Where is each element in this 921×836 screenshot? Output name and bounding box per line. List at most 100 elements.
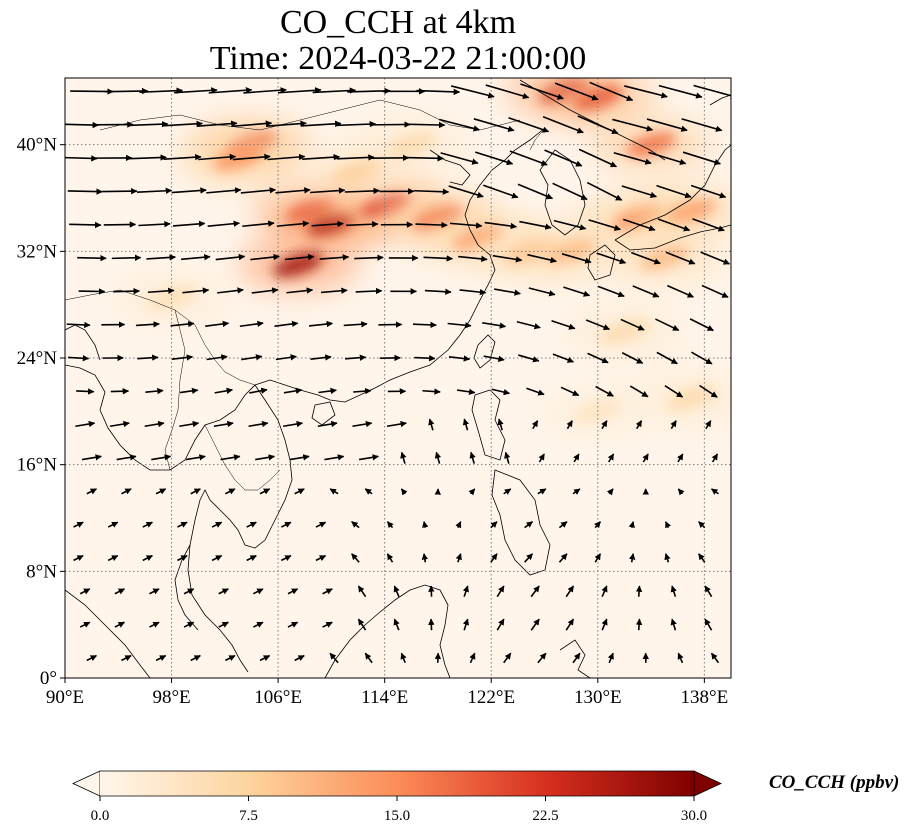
wind-arrow — [469, 451, 476, 464]
wind-arrow — [322, 588, 333, 595]
wind-arrow — [693, 84, 731, 99]
wind-arrow — [73, 554, 84, 562]
wind-arrow — [275, 187, 311, 194]
wind-arrow — [462, 418, 469, 431]
wind-arrow — [503, 652, 512, 664]
wind-arrow — [107, 554, 119, 562]
colorbar-tick-label: 30.0 — [681, 808, 707, 824]
wind-arrow — [137, 354, 159, 361]
wind-arrow — [428, 418, 435, 431]
wind-arrow — [335, 120, 377, 128]
wind-arrow — [586, 181, 623, 201]
wind-arrow — [329, 652, 339, 664]
wind-arrow — [422, 388, 441, 395]
wind-arrow — [79, 621, 91, 628]
wind-arrow — [198, 153, 237, 161]
wind-arrow — [220, 454, 241, 461]
wind-arrow — [677, 652, 684, 664]
wind-arrow — [182, 287, 210, 294]
wind-arrow — [462, 618, 470, 631]
wind-arrow — [217, 287, 244, 294]
wind-arrow — [670, 420, 677, 430]
wind-arrow — [665, 521, 672, 529]
wind-arrow — [211, 554, 223, 562]
coastline-indochina-east — [187, 384, 293, 673]
co-plume-core — [666, 385, 716, 411]
colorbar: 0.0 7.5 15.0 22.5 30.0 CO_CCH (ppbv) — [72, 770, 899, 824]
wind-arrow — [439, 118, 480, 132]
wind-arrow — [146, 254, 176, 261]
wind-arrow — [573, 453, 580, 463]
wind-arrow — [563, 286, 591, 297]
wind-arrow — [468, 488, 476, 496]
colorbar-label: CO_CCH (ppbv) — [769, 772, 899, 793]
wind-arrow — [239, 320, 264, 328]
wind-arrow — [121, 488, 132, 495]
wind-arrow — [578, 148, 618, 168]
wind-arrow — [86, 654, 98, 662]
wind-arrow — [111, 254, 142, 261]
wind-arrow — [527, 253, 557, 264]
wind-arrow — [218, 588, 229, 595]
wind-arrow — [526, 387, 545, 396]
wind-arrow — [190, 488, 201, 495]
wind-arrow — [552, 353, 575, 363]
colorbar-tick-label: 22.5 — [532, 808, 558, 824]
wind-arrow — [68, 355, 90, 362]
wind-arrow — [185, 454, 206, 461]
wind-arrow — [631, 251, 661, 265]
wind-arrow — [594, 553, 602, 563]
wind-arrow — [302, 153, 341, 161]
wind-arrow — [102, 187, 138, 195]
wind-arrow — [351, 521, 360, 529]
wind-arrow — [594, 521, 601, 529]
wind-arrow — [596, 252, 627, 265]
wind-arrow — [77, 254, 107, 262]
wind-arrow — [312, 87, 357, 94]
wind-arrow — [336, 154, 375, 161]
wind-arrow — [450, 85, 495, 99]
wind-arrow — [277, 87, 322, 94]
wind-arrow — [704, 585, 713, 598]
wind-arrow — [352, 420, 373, 428]
wind-arrow — [65, 121, 99, 129]
latitude-tick-label: 40°N — [17, 135, 58, 156]
wind-arrow — [698, 553, 706, 563]
wind-arrow — [665, 251, 696, 265]
wind-arrow — [310, 187, 346, 194]
wind-arrow — [554, 82, 599, 101]
wind-arrow — [607, 652, 614, 664]
wind-arrow — [114, 621, 125, 628]
wind-arrow — [246, 554, 257, 562]
wind-arrow — [572, 488, 581, 495]
wind-arrow — [646, 118, 688, 132]
wind-arrow — [208, 87, 253, 94]
latitude-tick-label: 0° — [40, 668, 57, 689]
longitude-tick-label: 106°E — [254, 687, 302, 708]
wind-arrow — [701, 284, 729, 298]
wind-arrow — [215, 253, 246, 261]
wind-arrow — [343, 321, 368, 328]
colorbar-extend-max — [693, 770, 722, 797]
wind-arrow — [283, 387, 303, 394]
wind-arrow — [459, 288, 487, 296]
map-title-line-1: CO_CCH at 4km — [279, 4, 517, 41]
wind-arrow — [494, 288, 521, 296]
wind-arrow — [490, 521, 498, 529]
wind-arrow — [561, 253, 592, 264]
map-frame — [64, 77, 732, 679]
wind-arrow — [151, 454, 172, 461]
coastline-sumatra — [65, 589, 151, 678]
wind-arrow — [629, 553, 636, 563]
wind-arrow — [149, 588, 160, 595]
wind-arrow — [248, 420, 269, 428]
wind-arrow — [364, 488, 373, 495]
wind-arrow — [448, 185, 484, 198]
wind-arrow — [434, 451, 442, 464]
wind-arrow — [664, 553, 671, 563]
wind-arrow — [345, 354, 367, 361]
wind-arrow — [109, 420, 130, 428]
coastline-philippines-south — [491, 469, 551, 576]
wind-arrow — [558, 553, 568, 563]
wind-arrow — [73, 521, 84, 528]
